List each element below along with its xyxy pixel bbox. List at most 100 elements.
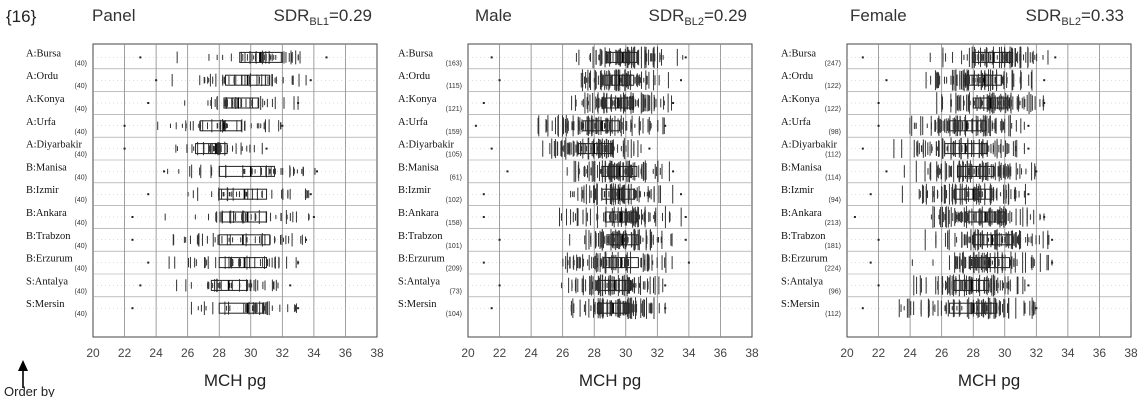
data-row: B:Izmir (94)	[781, 183, 1131, 205]
x-tick-label: 36	[714, 346, 728, 360]
sample-size-label: (181)	[825, 243, 841, 250]
iqr-box	[219, 189, 266, 199]
x-tick-label: 38	[370, 346, 384, 360]
outlier-point	[870, 193, 872, 195]
sample-size-label: (40)	[75, 266, 87, 273]
category-label: A:Diyarbakir	[26, 140, 82, 151]
outlier-point	[147, 102, 149, 104]
iqr-box	[196, 144, 228, 154]
outlier-point	[313, 216, 315, 218]
outlier-point	[163, 170, 165, 172]
data-row: S:Antalya(40)	[26, 276, 377, 296]
data-row: A:Urfa (98)	[781, 115, 1131, 137]
x-tick-label: 38	[1124, 346, 1138, 360]
outlier-point	[1027, 284, 1029, 286]
outlier-point	[870, 262, 872, 264]
outlier-point	[499, 239, 501, 241]
x-tick-label: 32	[651, 346, 665, 360]
sample-size-label: (213)	[825, 220, 841, 227]
outlier-point	[139, 284, 141, 286]
outlier-point	[297, 262, 299, 264]
x-tick-label: 36	[1093, 346, 1107, 360]
figure-label: {16}	[6, 7, 37, 26]
outlier-point	[475, 125, 477, 127]
x-tick-label: 26	[935, 346, 949, 360]
panel-title: Male	[475, 6, 512, 25]
category-label: A:Bursa	[398, 48, 433, 59]
outlier-point	[131, 239, 133, 241]
outlier-point	[878, 239, 880, 241]
outlier-point	[1043, 216, 1045, 218]
sample-size-label: (96)	[829, 288, 841, 295]
outlier-point	[878, 102, 880, 104]
outlier-point	[862, 307, 864, 309]
data-row: B:Izmir (102)	[398, 183, 752, 205]
data-row: S:Mersin (112)	[781, 297, 1131, 319]
outlier-point	[685, 239, 687, 241]
sample-size-label: (40)	[75, 83, 87, 90]
sample-size-label: (121)	[446, 106, 462, 113]
data-row: B:Ankara(213)	[781, 206, 1131, 228]
sdr-label: SDRBL2=0.33	[1026, 6, 1125, 28]
category-label: B:Manisa	[781, 162, 822, 173]
outlier-point	[297, 307, 299, 309]
sdr-label: SDRBL1=0.29	[274, 6, 373, 28]
sample-size-label: (40)	[75, 60, 87, 67]
sample-size-label: (101)	[446, 243, 462, 250]
sample-size-label: (115)	[446, 83, 462, 90]
panel-title: Panel	[92, 6, 135, 25]
outlier-point	[685, 56, 687, 58]
category-label: A:Urfa	[781, 117, 811, 128]
sample-size-label: (209)	[446, 266, 462, 273]
category-label: A:Urfa	[26, 117, 56, 128]
x-tick-label: 38	[745, 346, 759, 360]
plot-frame	[93, 44, 377, 337]
sample-size-label: (122)	[825, 106, 841, 113]
x-tick-label: 22	[493, 346, 507, 360]
category-label: A:Ordu	[398, 71, 431, 82]
x-tick-label: 22	[118, 346, 132, 360]
outlier-point	[491, 307, 493, 309]
outlier-point	[664, 125, 666, 127]
x-tick-label: 32	[1030, 346, 1044, 360]
x-tick-label: 30	[244, 346, 258, 360]
x-axis-label: MCH pg	[204, 371, 266, 390]
data-row: A:Diyarbakir(40)	[26, 140, 377, 160]
outlier-point	[688, 262, 690, 264]
category-label: B:Ankara	[26, 208, 67, 219]
outlier-point	[305, 239, 307, 241]
outlier-point	[326, 56, 328, 58]
category-label: A:Diyarbakir	[398, 140, 454, 151]
data-row: B:Ankara (158)	[398, 206, 752, 228]
sample-size-label: (40)	[75, 129, 87, 136]
outlier-point	[1051, 239, 1053, 241]
category-label: B:Erzurum	[781, 254, 828, 265]
x-tick-label: 28	[213, 346, 227, 360]
outlier-point	[1027, 148, 1029, 150]
category-label: B:Trabzon	[26, 231, 71, 242]
outlier-point	[483, 102, 485, 104]
outlier-point	[1054, 56, 1056, 58]
data-row: A:Ordu (115)	[398, 69, 752, 91]
outlier-point	[862, 148, 864, 150]
category-label: S:Mersin	[781, 299, 820, 310]
data-row: A:Bursa(40)	[26, 48, 377, 68]
sample-size-label: (163)	[446, 60, 462, 67]
data-row: B:Erzurum(209)	[398, 252, 752, 274]
outlier-point	[131, 307, 133, 309]
data-row: A:Diyarbakir(105)	[398, 138, 752, 160]
category-label: B:Trabzon	[781, 231, 826, 242]
category-label: A:Konya	[398, 94, 437, 105]
sample-size-label: (40)	[75, 243, 87, 250]
data-row: A:Bursa (163)	[398, 46, 752, 68]
data-row: B:Erzurum(40)	[26, 254, 377, 274]
category-label: B:Erzurum	[398, 254, 445, 265]
order-arrow-icon	[18, 360, 28, 371]
sample-size-label: (98)	[829, 129, 841, 136]
sample-size-label: (94)	[829, 197, 841, 204]
outlier-point	[483, 193, 485, 195]
x-tick-label: 28	[588, 346, 602, 360]
data-row: A:Bursa(247)	[781, 46, 1131, 68]
data-row: S:Antalya (96)	[781, 274, 1131, 296]
